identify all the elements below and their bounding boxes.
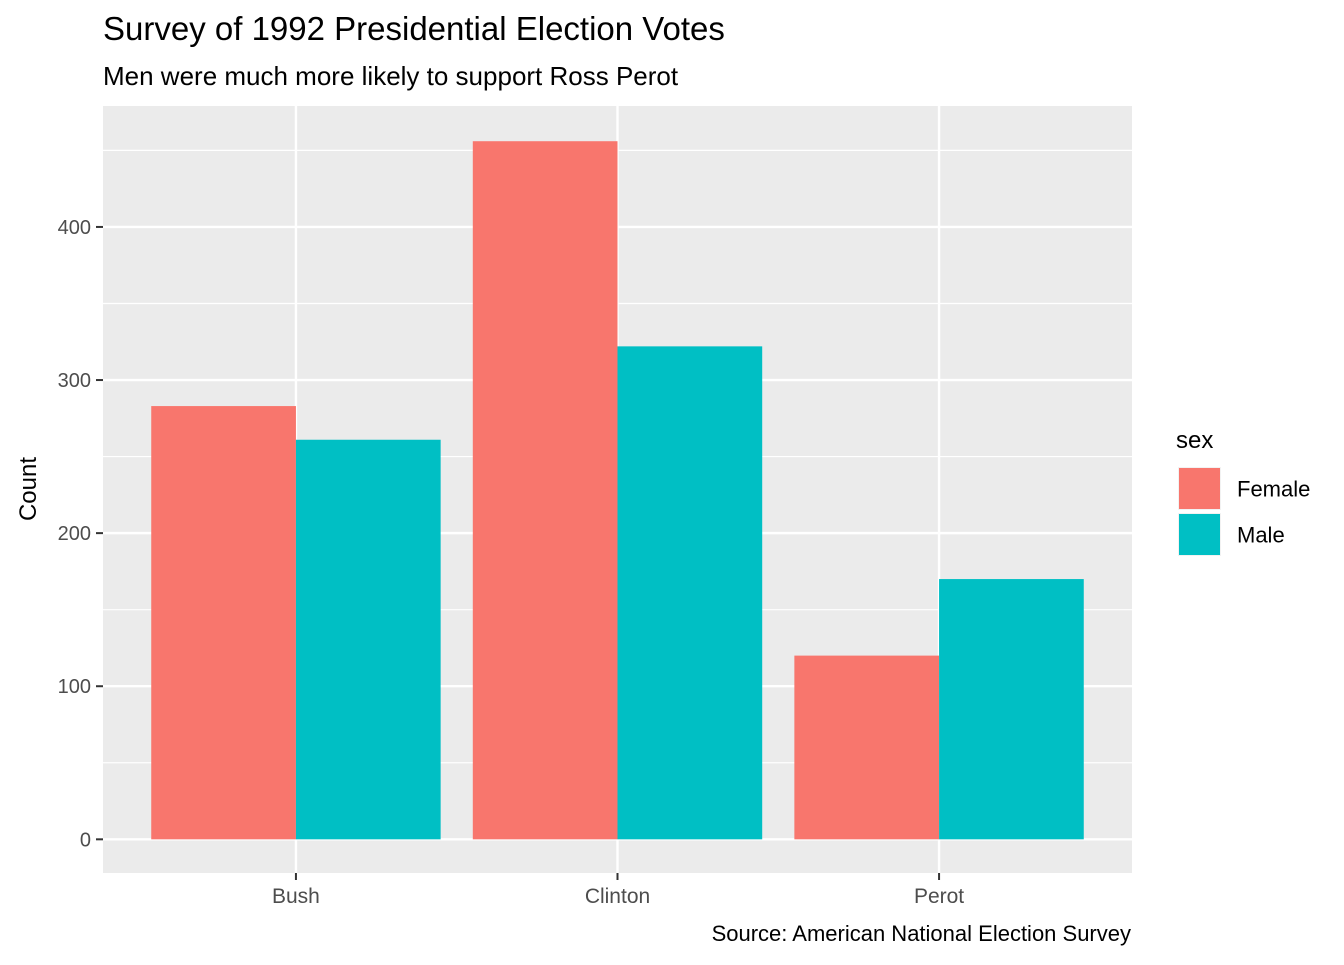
legend-label-male: Male: [1237, 523, 1285, 548]
bars: [151, 141, 1084, 840]
y-axis-label: Count: [15, 457, 42, 521]
x-tick-label: Bush: [272, 885, 320, 908]
bar-clinton-female: [472, 141, 618, 840]
legend: sex Female Male: [1176, 427, 1310, 556]
legend-title: sex: [1176, 427, 1213, 454]
chart-caption: Source: American National Election Surve…: [712, 921, 1131, 946]
y-tick-label: 0: [80, 829, 91, 851]
legend-label-female: Female: [1237, 477, 1310, 502]
axes: 0 100 200 300 400 Bush Clinton Perot: [58, 217, 965, 908]
bar-bush-female: [151, 406, 296, 840]
y-tick-label: 200: [58, 523, 91, 545]
bar-perot-female: [794, 655, 940, 840]
y-tick-label: 300: [58, 370, 91, 392]
chart-title: Survey of 1992 Presidential Election Vot…: [103, 10, 725, 47]
bar-perot-male: [939, 579, 1084, 840]
legend-swatch-male: [1179, 514, 1220, 555]
legend-swatch-female: [1179, 468, 1220, 509]
x-tick-label: Clinton: [585, 885, 650, 908]
bar-clinton-male: [617, 346, 763, 840]
y-tick-label: 100: [58, 676, 91, 698]
x-tick-label: Perot: [914, 885, 964, 908]
chart-subtitle: Men were much more likely to support Ros…: [103, 61, 679, 91]
bar-bush-male: [295, 439, 441, 840]
y-tick-label: 400: [58, 217, 91, 239]
